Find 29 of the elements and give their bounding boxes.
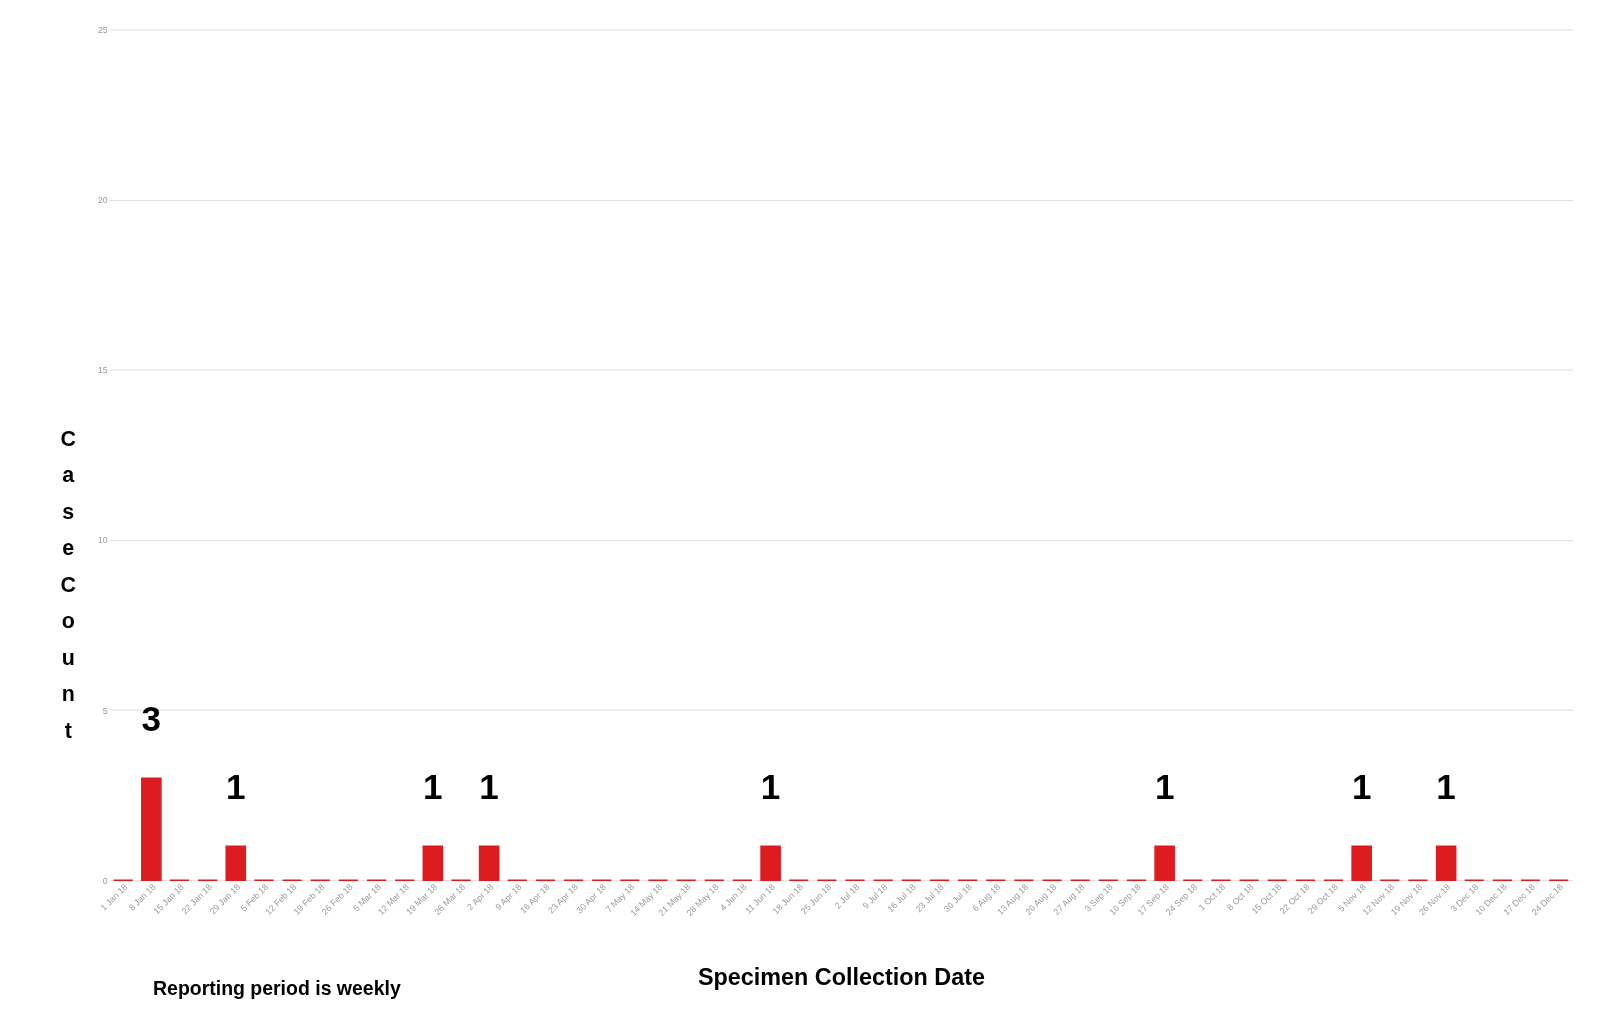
data-label: 1 [423,767,443,807]
bar [760,845,781,881]
text: Case Count [60,426,76,743]
y-tick-label: 15 [97,365,108,376]
y-tick-label: 5 [102,705,108,716]
bar [1351,845,1372,881]
y-tick-label: 10 [97,535,108,546]
bar [478,845,500,881]
bar [1435,845,1457,881]
data-label: 1 [1154,767,1175,807]
text: Reporting period is weekly [152,977,401,1000]
y-tick-label: 0 [102,875,108,886]
bar [1154,845,1175,881]
y-tick-label: 20 [97,195,108,206]
data-label: 1 [760,767,781,807]
data-label: 3 [141,699,162,739]
x-tick-label: 9 Jul 18 [860,881,890,911]
data-label: 1 [226,767,246,807]
data-label: 1 [1351,767,1372,807]
bar [422,845,444,881]
x-axis-title: Specimen Collection Date [697,964,985,991]
data-label: 1 [479,767,499,807]
bar [225,845,247,881]
y-tick-label: 25 [97,24,108,35]
data-label: 1 [1436,767,1456,807]
x-tick-label: 2 Apr 18 [465,881,496,913]
x-tick-label: 2 Jul 18 [832,881,862,911]
x-tick-label: 1 Oct 18 [1196,881,1228,913]
bar [141,777,162,881]
